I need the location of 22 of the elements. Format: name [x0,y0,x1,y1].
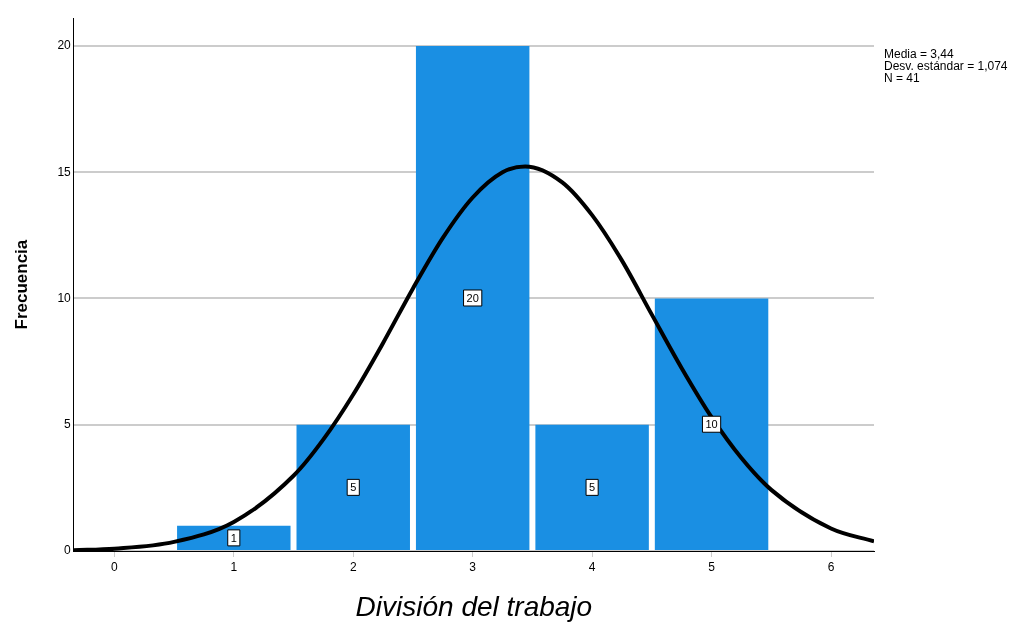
text: Media = 3,44 [884,46,955,61]
text: Desv. estándar = 1,074 [884,58,1008,73]
y-tick-label: 5 [64,417,72,432]
data-label: 1 [230,531,237,544]
data-label: 5 [589,481,596,494]
data-label: 20 [466,292,479,305]
x-tick-label: 0 [111,559,119,574]
x-tick-label: 3 [469,559,477,574]
x-tick-label: 1 [230,559,238,574]
x-axis-title: División del trabajo [355,591,593,622]
y-tick-label: 20 [57,38,72,53]
y-tick-label: 10 [57,290,72,305]
x-tick-label: 4 [588,559,596,574]
data-label: 10 [705,418,718,431]
x-tick-label: 5 [708,559,716,574]
x-tick-label: 6 [827,559,835,574]
y-tick-label: 0 [64,543,72,558]
x-tick-label: 2 [349,559,357,574]
y-tick-label: 15 [57,164,72,179]
data-label: 5 [350,481,357,494]
y-axis-title: Frecuencia [11,239,31,330]
text: N = 41 [884,70,921,85]
